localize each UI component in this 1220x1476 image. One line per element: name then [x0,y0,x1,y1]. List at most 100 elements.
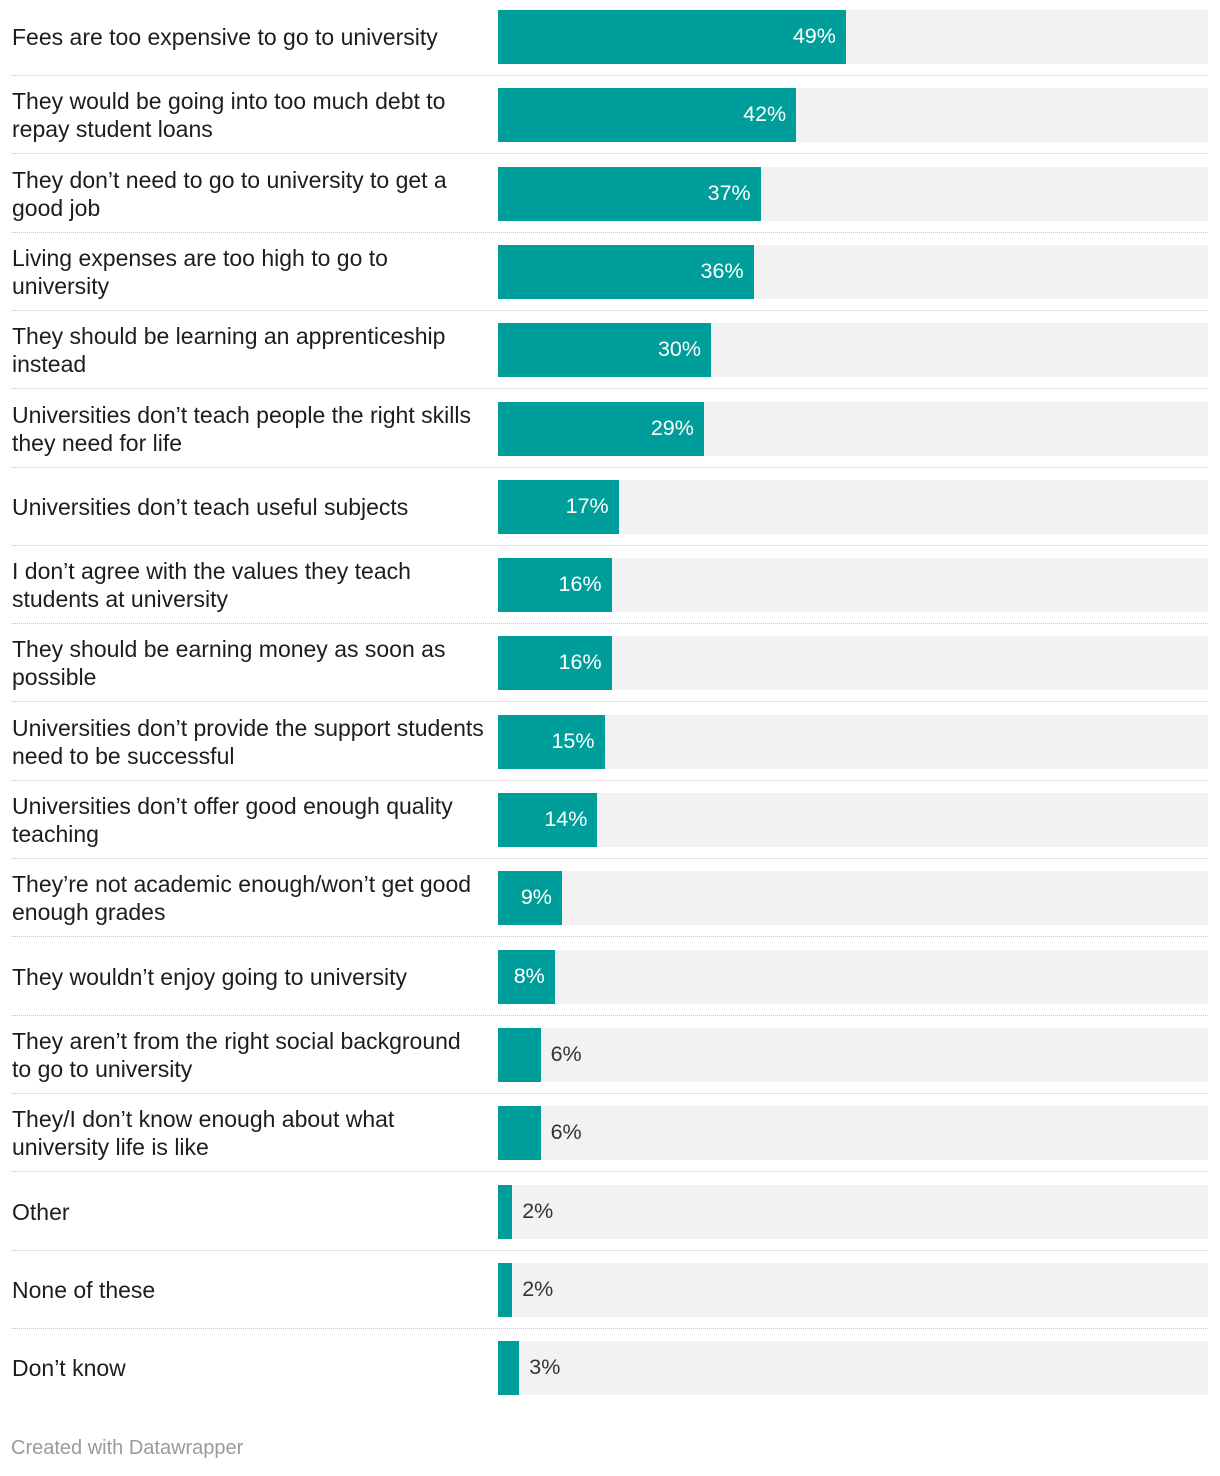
bar-track: 37% [498,167,1208,221]
category-label: Universities don’t teach useful subjects [12,493,409,520]
data-label: 2% [522,1277,554,1301]
chart-row: Fees are too expensive to go to universi… [12,10,1208,64]
bar-track: 6% [498,1028,1208,1082]
data-label: 16% [558,650,602,674]
bar-track: 16% [498,636,1208,690]
chart-row: None of these 2% [12,1263,1208,1317]
chart-row: They’re not academic enough/won’t get go… [12,871,1208,925]
footer-credit: Created with Datawrapper [11,1437,244,1459]
data-label: 2% [522,1199,554,1223]
bar [498,323,711,377]
bar-track: 15% [498,715,1208,769]
bar-track: 17% [498,480,1208,534]
bar-track: 2% [498,1185,1208,1239]
category-label: Universities don’t provide the support s… [12,714,484,770]
bar [498,715,605,769]
data-label: 36% [700,259,744,283]
category-label: They should be learning an apprenticeshi… [12,322,446,378]
category-label: They would be going into too much debt t… [12,87,446,143]
chart-row: Universities don’t offer good enough qua… [12,793,1208,847]
row-divider [12,936,1208,937]
bar-track: 8% [498,950,1208,1004]
chart-row: Universities don’t teach people the righ… [12,402,1208,456]
data-label: 17% [565,494,609,518]
category-label: Other [12,1198,70,1225]
bar-track: 30% [498,323,1208,377]
row-divider [12,545,1208,546]
bar [498,1263,513,1317]
row-divider [12,858,1208,859]
bar-track: 49% [498,10,1208,64]
data-label: 37% [707,181,751,205]
chart-row: Living expenses are too high to go to un… [12,245,1208,299]
row-divider [12,1015,1208,1016]
row-divider [12,1328,1208,1329]
category-label: They aren’t from the right social backgr… [12,1027,461,1083]
chart-row: They aren’t from the right social backgr… [12,1028,1208,1082]
category-label: They’re not academic enough/won’t get go… [12,870,472,926]
bar [498,558,612,612]
row-divider [12,623,1208,624]
bar [498,88,797,142]
chart-row: They would be going into too much debt t… [12,88,1208,142]
bar [498,1185,513,1239]
chart-row: They don’t need to go to university to g… [12,167,1208,221]
bar-track: 14% [498,793,1208,847]
category-label: Living expenses are too high to go to un… [12,244,388,300]
bar [498,636,612,690]
bar [498,480,619,534]
bar-track: 3% [498,1341,1208,1395]
data-label: 3% [529,1355,561,1379]
row-divider [12,780,1208,781]
bar [498,793,598,847]
chart-row: I don’t agree with the values they teach… [12,558,1208,612]
chart-row: Universities don’t teach useful subjects… [12,480,1208,534]
data-label: 29% [650,416,694,440]
chart-row: They should be learning an apprenticeshi… [12,323,1208,377]
data-label: 6% [550,1120,582,1144]
bar [498,1028,541,1082]
data-label: 42% [743,102,787,126]
bar [498,1106,541,1160]
category-label: Don’t know [12,1354,126,1381]
row-divider [12,75,1208,76]
bar [498,950,555,1004]
row-divider [12,467,1208,468]
bar-track: 6% [498,1106,1208,1160]
bar-track: 9% [498,871,1208,925]
bar [498,1341,520,1395]
row-divider [12,153,1208,154]
bar-track: 36% [498,245,1208,299]
chart-row: They/I don’t know enough about what univ… [12,1106,1208,1160]
bar-track: 29% [498,402,1208,456]
bar [498,245,754,299]
data-label: 14% [544,807,588,831]
row-divider [12,310,1208,311]
chart-row: They should be earning money as soon as … [12,636,1208,690]
row-divider [12,1171,1208,1172]
bar-chart: Fees are too expensive to go to universi… [12,10,1208,1395]
category-label: Universities don’t offer good enough qua… [12,792,453,848]
bar-track: 2% [498,1263,1208,1317]
bar [498,402,704,456]
row-divider [12,1093,1208,1094]
bar [498,871,562,925]
data-label: 16% [558,572,602,596]
row-divider [12,701,1208,702]
bar-track: 42% [498,88,1208,142]
category-label: Fees are too expensive to go to universi… [12,23,438,50]
category-label: None of these [12,1276,156,1303]
bar [498,167,761,221]
category-label: I don’t agree with the values they teach… [12,557,411,613]
category-label: They/I don’t know enough about what univ… [12,1105,395,1161]
data-label: 8% [513,964,545,988]
category-label: They should be earning money as soon as … [12,635,446,691]
data-label: 9% [520,885,552,909]
chart-row: Universities don’t provide the support s… [12,715,1208,769]
bar-track: 16% [498,558,1208,612]
data-label: 30% [657,337,701,361]
row-divider [12,1250,1208,1251]
bar [498,10,846,64]
chart-row: Other 2% [12,1185,1208,1239]
category-label: They don’t need to go to university to g… [12,166,447,222]
